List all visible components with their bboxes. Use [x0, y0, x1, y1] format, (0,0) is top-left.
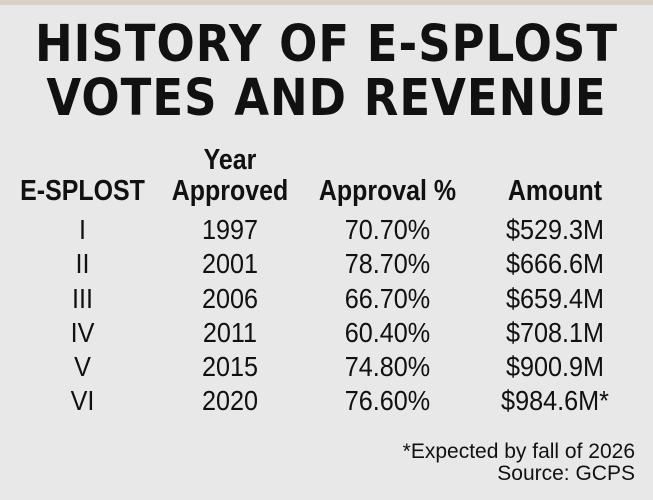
cell-amount: $984.6M*	[501, 385, 609, 417]
header-approval: Approval %	[318, 175, 457, 207]
table-row: II 2001 78.70% $666.6M	[10, 247, 640, 281]
cell-amount: $666.6M	[505, 248, 605, 280]
cell-year: 2011	[202, 316, 258, 348]
cell-amount: $529.3M	[505, 214, 605, 245]
header-year-approved: Year Approved	[166, 145, 295, 213]
title-line-2: VOTES AND REVENUE	[46, 67, 607, 128]
header-year-approved-word: Approved	[171, 175, 289, 207]
cell-esplost: II	[75, 248, 90, 280]
top-strip	[0, 0, 653, 5]
cell-approval: 66.70%	[344, 282, 431, 314]
header-year-approved-word: Year	[203, 144, 257, 176]
cell-esplost: I	[78, 214, 87, 245]
cell-year: 2006	[201, 282, 259, 314]
header-amount: Amount	[507, 175, 603, 207]
table-row: III 2006 66.70% $659.4M	[10, 282, 640, 316]
table-row: VI 2020 76.60% $984.6M*	[10, 384, 640, 418]
esplost-table: E-SPLOST Year Approved Approval % Amount …	[10, 145, 640, 419]
cell-approval: 74.80%	[344, 351, 431, 383]
cell-esplost: VI	[70, 385, 95, 417]
table-row: I 1997 70.70% $529.3M	[10, 213, 640, 247]
header-esplost: E-SPLOST	[20, 175, 145, 207]
table-body: I 1997 70.70% $529.3M II 2001 78.70% $666.6M III…	[10, 213, 640, 419]
title-line-1: HISTORY OF E-SPLOST	[34, 13, 619, 74]
cell-esplost: IV	[70, 316, 95, 348]
table-header-row: E-SPLOST Year Approved Approval % Amount	[10, 145, 640, 213]
cell-year: 1997	[201, 214, 259, 245]
cell-amount: $900.9M	[505, 351, 605, 383]
table-row: IV 2011 60.40% $708.1M	[10, 316, 640, 350]
footnote: *Expected by fall of 2026	[402, 440, 635, 463]
cell-amount: $659.4M	[505, 282, 605, 314]
cell-approval: 78.70%	[344, 248, 431, 280]
cell-amount: $708.1M	[505, 316, 605, 348]
cell-year: 2001	[201, 248, 259, 280]
cell-approval: 76.60%	[344, 385, 431, 417]
source-note: Source: GCPS	[497, 462, 635, 485]
cell-esplost: V	[74, 351, 91, 383]
cell-year: 2020	[201, 385, 259, 417]
cell-approval: 70.70%	[344, 214, 431, 245]
cell-esplost: III	[71, 282, 94, 314]
cell-approval: 60.40%	[344, 316, 431, 348]
table-row: V 2015 74.80% $900.9M	[10, 350, 640, 384]
cell-year: 2015	[201, 351, 259, 383]
